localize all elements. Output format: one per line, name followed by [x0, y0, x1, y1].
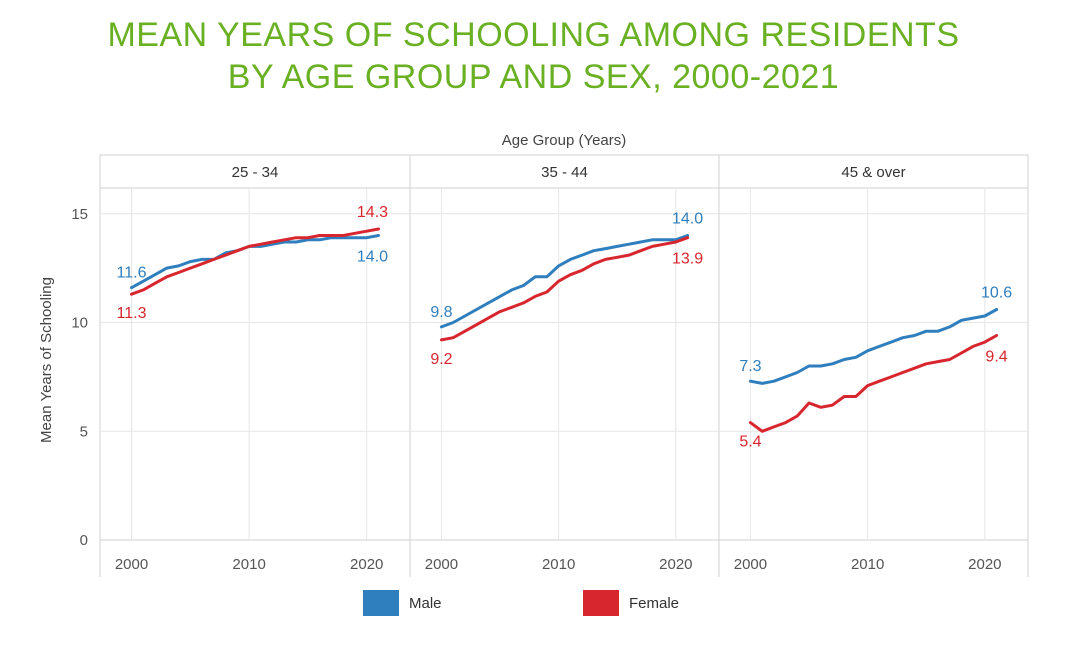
- series-line-male-35-44: [439, 234, 690, 329]
- data-label-female-start: 5.4: [739, 434, 761, 451]
- chart-legend: Male Female: [0, 590, 1067, 618]
- x-tick-label: 2020: [968, 556, 1001, 573]
- data-label-female-end: 13.9: [672, 251, 703, 268]
- series-line-female-45-over: [748, 334, 999, 433]
- x-tick-label: 2020: [659, 556, 692, 573]
- panel-title: 35 - 44: [541, 164, 588, 181]
- data-label-female-start: 11.3: [117, 305, 147, 322]
- x-tick-label: 2000: [115, 556, 148, 573]
- panel-title: 45 & over: [841, 164, 905, 181]
- data-label-male-end: 14.0: [672, 211, 703, 228]
- x-tick-label: 2000: [734, 556, 767, 573]
- y-tick-label: 15: [71, 206, 88, 223]
- x-tick-label: 2020: [350, 556, 383, 573]
- series-line-female-35-44: [439, 236, 690, 342]
- data-label-female-end: 9.4: [985, 349, 1007, 366]
- series-line-male-25-34: [130, 234, 380, 290]
- data-label-male-start: 11.6: [117, 265, 147, 282]
- data-label-male-end: 10.6: [981, 284, 1012, 301]
- series-line-female-25-34: [130, 227, 380, 296]
- chart-title-line-2: BY AGE GROUP AND SEX, 2000-2021: [227, 58, 840, 96]
- data-label-male-start: 9.8: [430, 304, 452, 321]
- y-axis-title: Mean Years of Schooling: [38, 277, 55, 443]
- data-label-male-end: 14.0: [357, 249, 388, 266]
- legend-item-female[interactable]: Female: [583, 590, 679, 616]
- data-label-female-start: 9.2: [430, 351, 452, 368]
- x-tick-label: 2000: [425, 556, 458, 573]
- x-tick-label: 2010: [232, 556, 265, 573]
- legend-swatch-male: [363, 590, 399, 616]
- x-tick-label: 2010: [542, 556, 575, 573]
- legend-label-male: Male: [409, 594, 442, 612]
- series-line-male-45-over: [748, 308, 999, 385]
- y-tick-label: 0: [80, 532, 88, 549]
- facet-title: Age Group (Years): [502, 132, 627, 149]
- panel-title: 25 - 34: [232, 164, 279, 181]
- x-tick-label: 2010: [851, 556, 884, 573]
- legend-label-female: Female: [629, 594, 680, 612]
- y-tick-label: 10: [71, 315, 88, 332]
- chart-title: MEAN YEARS OF SCHOOLING AMONG RESIDENTS …: [0, 14, 1067, 98]
- chart-title-line-1: MEAN YEARS OF SCHOOLING AMONG RESIDENTS: [107, 16, 960, 54]
- legend-item-male[interactable]: Male: [363, 590, 442, 616]
- y-tick-label: 5: [80, 423, 88, 440]
- data-label-female-end: 14.3: [357, 204, 388, 221]
- legend-swatch-female: [583, 590, 619, 616]
- data-label-male-start: 7.3: [739, 358, 761, 375]
